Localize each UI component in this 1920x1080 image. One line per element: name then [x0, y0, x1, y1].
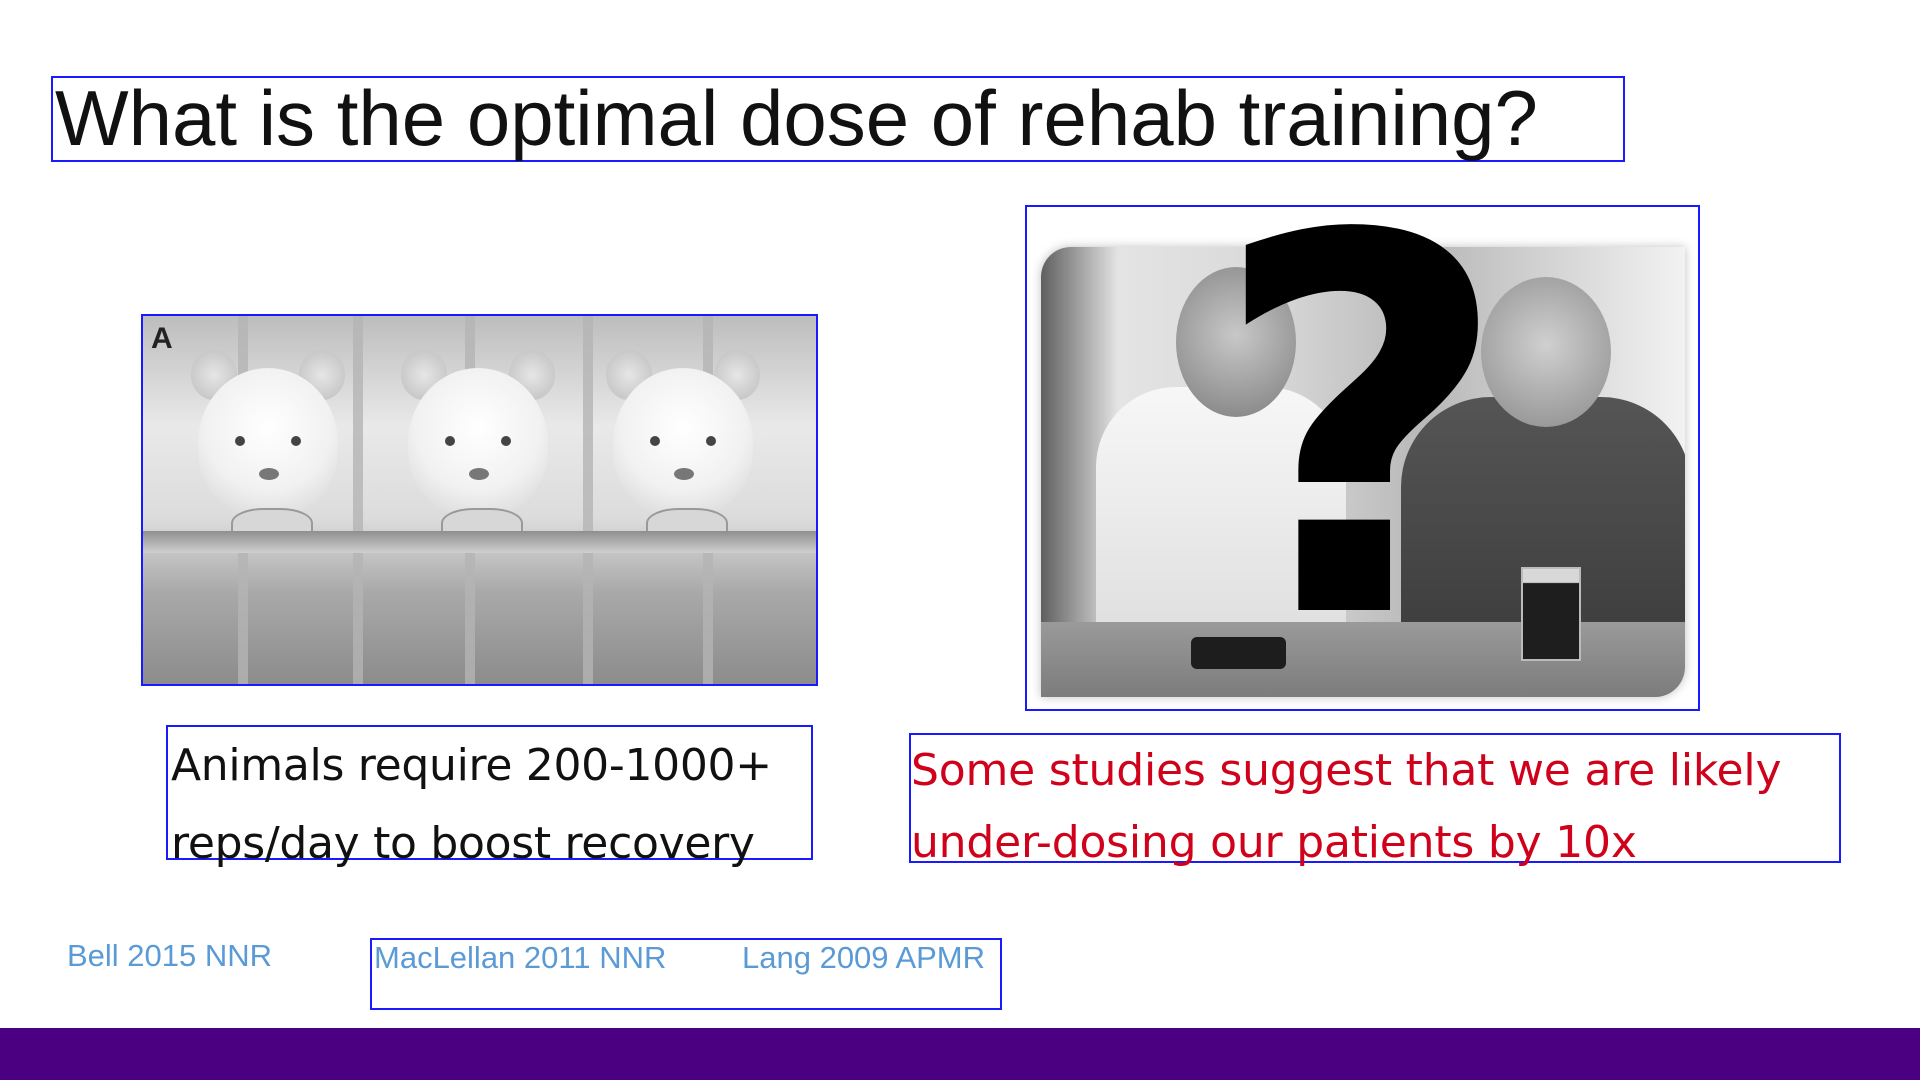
cage-bar — [353, 316, 363, 684]
question-mark-icon: ? — [1210, 127, 1512, 733]
citation-maclellan: MacLellan 2011 NNR — [374, 940, 667, 975]
animal-reps-caption: Animals require 200-1000+ reps/day to bo… — [166, 725, 813, 869]
footer-bar — [0, 1028, 1920, 1080]
rat-figure — [393, 348, 563, 546]
caption-line: Some studies suggest that we are likely — [911, 745, 1782, 796]
slide-title: What is the optimal dose of rehab traini… — [51, 76, 1625, 162]
reaching-shelf — [143, 531, 816, 553]
under-dosing-caption: Some studies suggest that we are likely … — [909, 733, 1841, 868]
rats-reaching-image: A — [141, 314, 818, 686]
therapist-figure — [1096, 387, 1346, 647]
therapy-session-image — [1025, 205, 1700, 711]
citation-bell: Bell 2015 NNR — [67, 938, 273, 973]
caption-line: under-dosing our patients by 10x — [911, 817, 1637, 868]
cage-bar — [583, 316, 593, 684]
patient-head — [1481, 277, 1611, 427]
photo-frame — [1041, 247, 1685, 697]
citation-group: MacLellan 2011 NNR Lang 2009 APMR — [370, 938, 1002, 1010]
caption-line: reps/day to boost recovery — [171, 818, 755, 869]
device-box — [1191, 637, 1286, 669]
rat-figure — [598, 348, 768, 546]
rat-figure — [183, 348, 353, 546]
caption-line: Animals require 200-1000+ — [171, 740, 772, 791]
therapist-head — [1176, 267, 1296, 417]
drinking-glass — [1521, 567, 1581, 661]
panel-label: A — [151, 322, 173, 355]
citation-lang: Lang 2009 APMR — [742, 940, 986, 975]
